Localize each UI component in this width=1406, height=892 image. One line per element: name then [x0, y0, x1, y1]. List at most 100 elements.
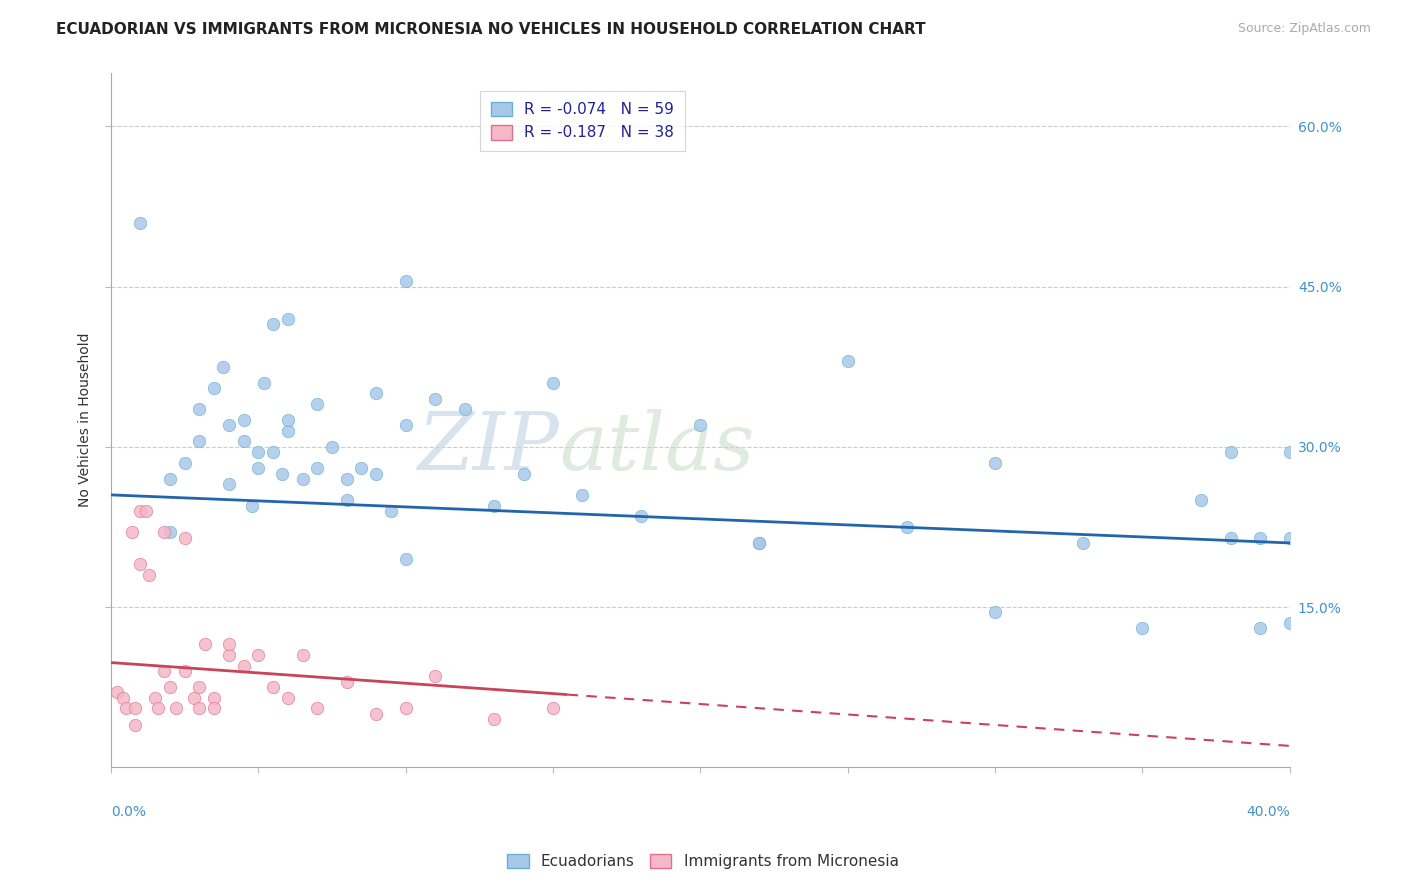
Point: [153, 664, 176, 678]
Point: [188, 680, 211, 694]
Point: [218, 648, 240, 662]
Point: [482, 712, 505, 726]
Point: [173, 664, 195, 678]
Point: [165, 701, 187, 715]
Point: [366, 706, 388, 721]
Point: [202, 381, 225, 395]
Point: [380, 504, 402, 518]
Point: [173, 456, 195, 470]
Point: [1278, 445, 1301, 459]
Point: [395, 418, 418, 433]
Text: 40.0%: 40.0%: [1246, 805, 1289, 820]
Point: [124, 717, 146, 731]
Point: [395, 552, 418, 566]
Text: Source: ZipAtlas.com: Source: ZipAtlas.com: [1237, 22, 1371, 36]
Point: [1219, 445, 1241, 459]
Point: [247, 445, 270, 459]
Point: [366, 467, 388, 481]
Point: [571, 488, 593, 502]
Point: [277, 413, 299, 427]
Point: [350, 461, 373, 475]
Point: [218, 477, 240, 491]
Legend: R = -0.074   N = 59, R = -0.187   N = 38: R = -0.074 N = 59, R = -0.187 N = 38: [479, 91, 685, 151]
Point: [291, 472, 314, 486]
Text: 0.0%: 0.0%: [111, 805, 146, 820]
Point: [114, 701, 136, 715]
Text: ECUADORIAN VS IMMIGRANTS FROM MICRONESIA NO VEHICLES IN HOUSEHOLD CORRELATION CH: ECUADORIAN VS IMMIGRANTS FROM MICRONESIA…: [56, 22, 927, 37]
Point: [423, 392, 446, 406]
Point: [143, 690, 166, 705]
Point: [366, 386, 388, 401]
Point: [291, 648, 314, 662]
Point: [218, 637, 240, 651]
Point: [212, 359, 235, 374]
Point: [423, 669, 446, 683]
Point: [1219, 531, 1241, 545]
Point: [541, 376, 564, 390]
Point: [1073, 536, 1095, 550]
Point: [262, 445, 284, 459]
Point: [138, 568, 160, 582]
Point: [1278, 615, 1301, 630]
Point: [512, 467, 534, 481]
Point: [129, 558, 152, 572]
Point: [105, 685, 128, 699]
Point: [232, 413, 254, 427]
Point: [1249, 531, 1271, 545]
Point: [748, 536, 770, 550]
Point: [135, 504, 157, 518]
Point: [146, 701, 169, 715]
Point: [111, 690, 134, 705]
Point: [336, 674, 359, 689]
Point: [202, 701, 225, 715]
Point: [453, 402, 475, 417]
Point: [242, 499, 264, 513]
Point: [984, 606, 1007, 620]
Point: [984, 456, 1007, 470]
Point: [482, 499, 505, 513]
Point: [188, 434, 211, 449]
Point: [218, 418, 240, 433]
Point: [159, 472, 181, 486]
Point: [336, 472, 359, 486]
Point: [336, 493, 359, 508]
Point: [188, 402, 211, 417]
Point: [247, 461, 270, 475]
Point: [307, 701, 329, 715]
Point: [121, 525, 143, 540]
Point: [541, 701, 564, 715]
Point: [307, 397, 329, 411]
Point: [202, 690, 225, 705]
Y-axis label: No Vehicles in Household: No Vehicles in Household: [79, 333, 93, 508]
Point: [277, 424, 299, 438]
Legend: Ecuadorians, Immigrants from Micronesia: Ecuadorians, Immigrants from Micronesia: [501, 847, 905, 875]
Point: [748, 536, 770, 550]
Point: [153, 525, 176, 540]
Point: [124, 701, 146, 715]
Point: [837, 354, 859, 368]
Point: [321, 440, 343, 454]
Point: [307, 461, 329, 475]
Point: [395, 701, 418, 715]
Point: [277, 311, 299, 326]
Point: [253, 376, 276, 390]
Point: [896, 520, 918, 534]
Point: [1189, 493, 1212, 508]
Point: [129, 215, 152, 229]
Point: [271, 467, 294, 481]
Point: [159, 525, 181, 540]
Point: [1130, 621, 1153, 635]
Point: [232, 658, 254, 673]
Point: [262, 680, 284, 694]
Point: [194, 637, 217, 651]
Point: [247, 648, 270, 662]
Point: [689, 418, 711, 433]
Point: [159, 680, 181, 694]
Point: [630, 509, 652, 524]
Point: [183, 690, 205, 705]
Point: [129, 504, 152, 518]
Point: [262, 317, 284, 331]
Point: [173, 531, 195, 545]
Text: ZIP: ZIP: [418, 409, 558, 487]
Point: [188, 701, 211, 715]
